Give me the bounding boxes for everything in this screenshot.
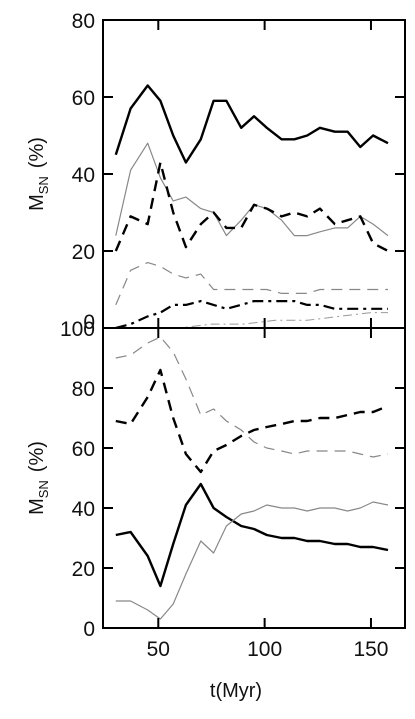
series-group: [115, 336, 389, 620]
y-tick-label: 80: [72, 10, 95, 33]
y-axis-label-main: M: [26, 498, 48, 515]
bottom-panel: 0 20 40 60 80 100 50 100 150 MSN (%): [26, 318, 406, 661]
series-line-thin-dash-dot: [115, 312, 388, 328]
y-tick-label: 40: [72, 164, 95, 187]
plot-frame: [102, 327, 406, 629]
y-tick-label: 80: [72, 378, 95, 401]
x-tick-label: 150: [353, 638, 388, 661]
x-axis-label: t(Myr): [210, 680, 262, 702]
y-axis-label-subscript: SN: [36, 480, 51, 498]
x-tick-label: 50: [147, 638, 170, 661]
y-axis-label-subscript: SN: [36, 176, 51, 194]
y-tick-label: 0: [83, 311, 95, 334]
y-tick-label: 20: [72, 241, 95, 264]
series-line-dash-dot: [115, 300, 388, 328]
series-line-thick-solid: [115, 482, 389, 588]
top-panel: 0 20 40 60 80 MSN (%): [26, 10, 406, 334]
y-axis-label-main: M: [26, 194, 48, 211]
y-axis-label: MSN (%): [26, 441, 51, 515]
y-axis-label: MSN (%): [26, 137, 51, 211]
y-tick-label: 60: [72, 87, 95, 110]
y-axis-label-unit: (%): [26, 137, 48, 168]
series-line-thin-solid: [115, 142, 389, 237]
series-line-thin-dashed: [115, 336, 389, 458]
x-tick-label: 100: [247, 638, 282, 661]
series-line-thin-solid: [115, 501, 389, 620]
series-line-thin-dashed: [115, 262, 388, 306]
plot-frame: [102, 19, 406, 329]
y-tick-label: 20: [72, 558, 95, 581]
y-tick-label: 0: [83, 618, 95, 641]
y-tick-label: 100: [60, 318, 95, 341]
y-tick-label: 40: [72, 498, 95, 521]
series-line-thick-dashed: [115, 368, 389, 474]
series-line-thick-dashed: [114, 161, 389, 253]
series-group: [114, 84, 389, 328]
series-line-thick-solid: [114, 84, 389, 164]
y-axis-label-unit: (%): [26, 441, 48, 472]
y-tick-label: 60: [72, 438, 95, 461]
